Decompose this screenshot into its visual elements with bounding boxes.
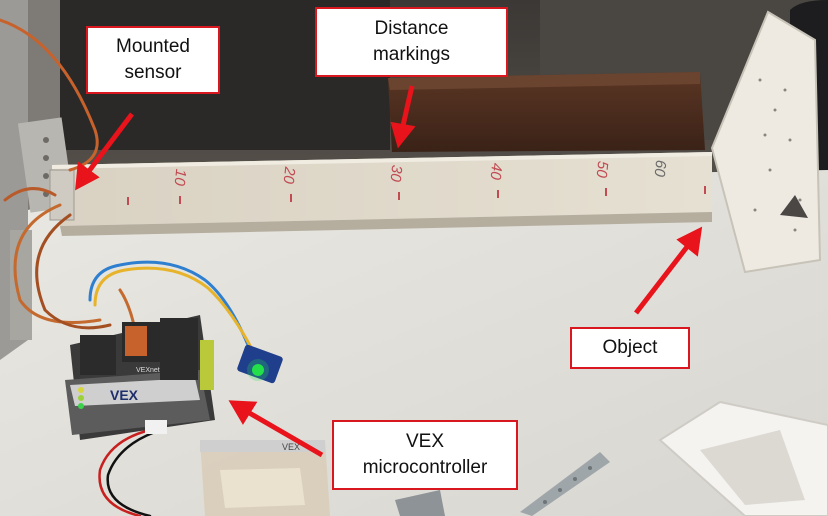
ruler-mark-30: 30 bbox=[386, 164, 405, 183]
ruler-mark-10: 10 bbox=[170, 168, 189, 187]
callout-object: Object bbox=[570, 327, 690, 369]
arrow-to-controller bbox=[244, 408, 324, 458]
ruler-mark-50: 50 bbox=[592, 160, 611, 179]
package-label-text: VEX bbox=[282, 442, 300, 452]
table-surface bbox=[0, 170, 828, 516]
ruler-mark-labels: 10 20 30 40 50 60 bbox=[170, 159, 669, 187]
callout-distance-markings: Distance markings bbox=[315, 7, 508, 77]
arrow-to-sensor bbox=[84, 112, 134, 177]
ultrasonic-sensor-module bbox=[237, 344, 283, 384]
distance-board bbox=[52, 152, 712, 226]
controller-model-text: VEXnet bbox=[136, 367, 160, 374]
arrow-to-markings bbox=[399, 85, 415, 131]
vex-controller: VEX VEXnet bbox=[65, 315, 215, 440]
callout-vex-microcontroller: VEX microcontroller bbox=[332, 420, 518, 490]
wooden-box bbox=[388, 72, 705, 152]
annotation-arrows bbox=[75, 85, 703, 458]
ruler-mark-40: 40 bbox=[486, 162, 505, 181]
arrow-to-object bbox=[634, 241, 692, 315]
ruler-ticks bbox=[127, 186, 706, 205]
ruler-mark-60: 60 bbox=[650, 159, 669, 178]
plastic-package: VEX bbox=[200, 440, 330, 516]
wires bbox=[0, 18, 257, 516]
callout-mounted-sensor: Mounted sensor bbox=[86, 26, 220, 94]
metal-bar bbox=[520, 452, 610, 516]
controller-brand-text: VEX bbox=[110, 387, 139, 403]
ruler-mark-20: 20 bbox=[279, 165, 298, 185]
